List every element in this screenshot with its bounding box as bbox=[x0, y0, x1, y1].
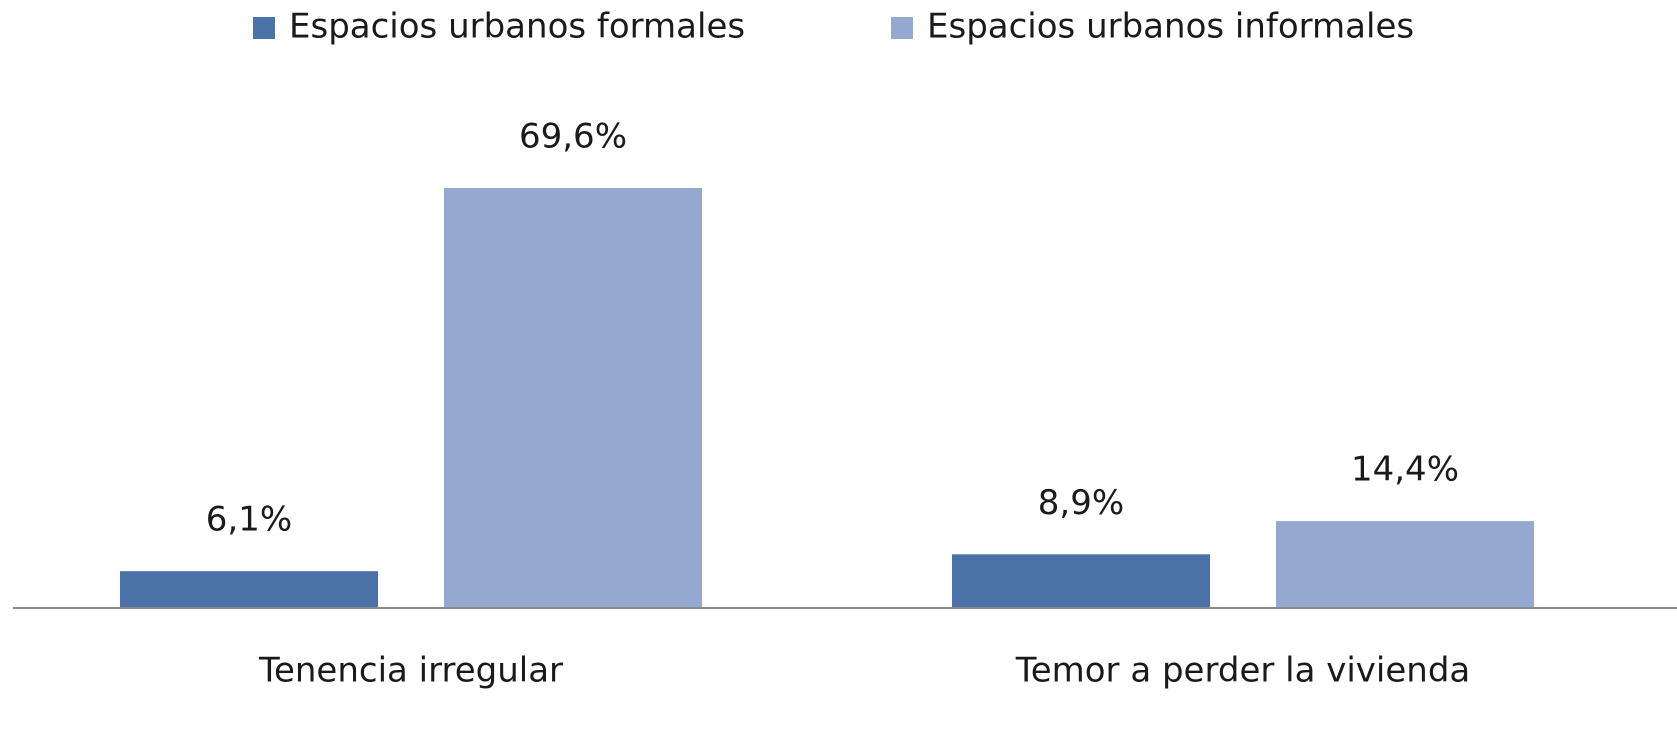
x-tick-label: Temor a perder la vivienda bbox=[1015, 651, 1471, 691]
x-tick-label: Tenencia irregular bbox=[258, 651, 563, 691]
legend-swatch bbox=[891, 17, 913, 39]
legend-label: Espacios urbanos informales bbox=[927, 7, 1414, 47]
bar bbox=[444, 188, 702, 608]
value-label: 8,9% bbox=[1038, 483, 1124, 523]
bar bbox=[120, 571, 378, 608]
legend-label: Espacios urbanos formales bbox=[289, 7, 745, 47]
bar bbox=[952, 554, 1210, 608]
value-label: 6,1% bbox=[206, 500, 292, 540]
legend-swatch bbox=[253, 17, 275, 39]
bar bbox=[1276, 521, 1534, 608]
value-label: 69,6% bbox=[519, 117, 627, 157]
value-label: 14,4% bbox=[1351, 450, 1459, 490]
